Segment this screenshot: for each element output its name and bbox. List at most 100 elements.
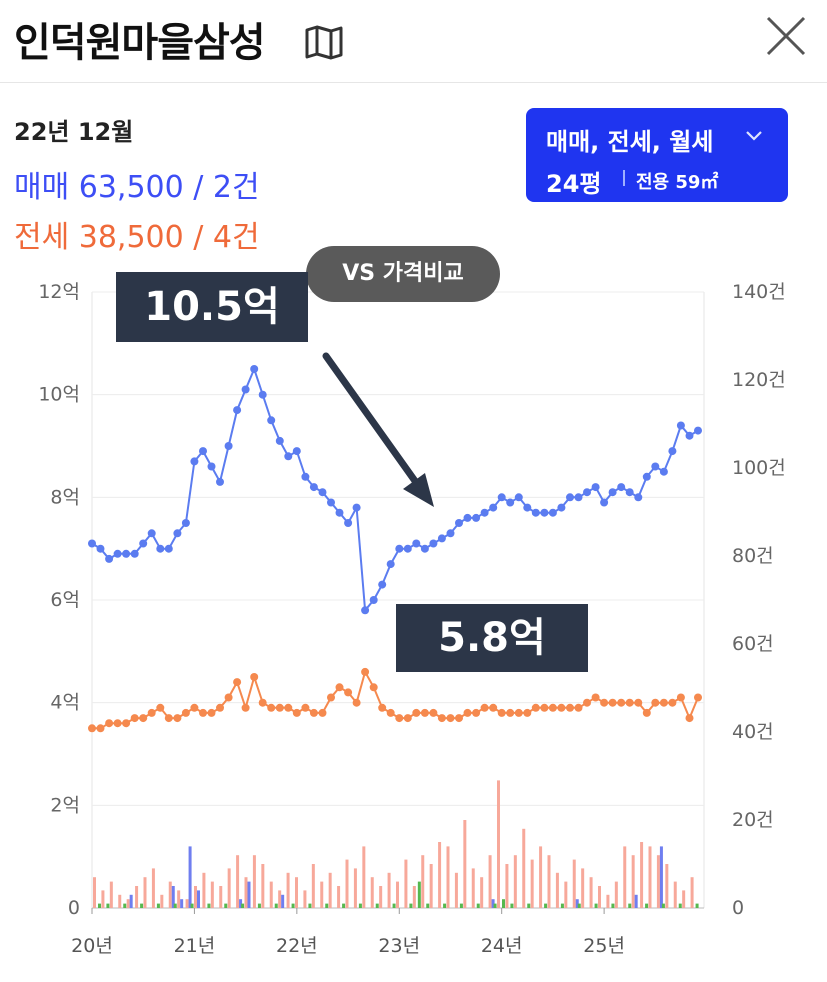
volume-bar-monthly: [502, 899, 505, 908]
data-point-jeonse: [642, 708, 651, 717]
volume-bar-jeonse: [631, 855, 635, 908]
volume-bar-monthly: [594, 903, 598, 908]
volume-bar-jeonse: [690, 877, 694, 908]
volume-bar-jeonse: [665, 864, 669, 908]
y-left-tick-label: 0: [68, 897, 80, 919]
data-point-sale: [694, 426, 702, 435]
data-point-jeonse: [318, 708, 327, 717]
data-point-jeonse: [352, 698, 361, 707]
data-point-sale: [583, 488, 591, 497]
data-point-jeonse: [514, 708, 523, 717]
data-point-sale: [241, 385, 250, 394]
volume-bar-jeonse: [555, 872, 559, 908]
data-point-jeonse: [429, 708, 438, 717]
data-point-sale: [506, 498, 515, 507]
data-point-jeonse: [122, 719, 131, 728]
data-point-sale: [361, 606, 370, 615]
close-icon[interactable]: [764, 14, 808, 58]
volume-bar-sale: [634, 894, 638, 908]
volume-bar-monthly: [678, 903, 682, 908]
volume-bar-jeonse: [497, 780, 500, 908]
data-point-jeonse: [113, 719, 122, 728]
data-point-sale: [412, 539, 421, 548]
volume-bar-monthly: [611, 903, 615, 908]
volume-bar-jeonse: [210, 881, 214, 908]
volume-bar-jeonse: [160, 894, 164, 908]
volume-bar-jeonse: [572, 859, 576, 908]
data-point-sale: [130, 549, 139, 558]
y-left-tick-label: 12억: [38, 281, 80, 303]
volume-bar-jeonse: [269, 881, 273, 908]
volume-bar-jeonse: [648, 846, 652, 908]
data-point-sale: [523, 503, 532, 512]
volume-bar-monthly: [409, 903, 413, 908]
volume-bar-monthly: [190, 903, 194, 908]
data-point-jeonse: [694, 693, 702, 702]
area-label: 전용 59㎡: [636, 172, 719, 193]
data-point-jeonse: [634, 698, 643, 707]
map-icon[interactable]: [304, 24, 344, 60]
data-point-sale: [446, 529, 455, 538]
data-point-jeonse: [668, 698, 677, 707]
data-point-jeonse: [181, 708, 190, 717]
volume-bar-monthly: [274, 903, 278, 908]
data-point-jeonse: [617, 698, 626, 707]
data-point-sale: [531, 508, 540, 517]
volume-bar-jeonse: [471, 868, 475, 908]
volume-bar-jeonse: [446, 846, 450, 908]
data-point-jeonse: [591, 693, 600, 702]
volume-bar-monthly: [426, 903, 430, 908]
volume-bar-jeonse: [236, 855, 240, 908]
volume-bar-jeonse: [454, 872, 458, 908]
data-point-sale: [216, 477, 224, 486]
data-point-jeonse: [190, 703, 199, 712]
data-point-sale: [497, 493, 506, 502]
volume-bar-monthly: [443, 903, 447, 908]
data-point-jeonse: [480, 703, 489, 712]
jeonse-summary: 전세 38,500 / 4건: [14, 220, 260, 255]
vs-compare-button[interactable]: VS 가격비교: [306, 246, 500, 302]
data-point-jeonse: [472, 708, 481, 717]
volume-bar-sale: [239, 899, 243, 908]
data-point-sale: [420, 544, 429, 553]
data-point-sale: [574, 493, 583, 502]
volume-bar-jeonse: [261, 864, 265, 908]
price-chart[interactable]: 0 2억 4억 6억 8억 10억 12억 0 20건 40건 60건 80건 100건 120건 140건…: [0, 260, 827, 982]
volume-bar-jeonse: [328, 872, 332, 908]
volume-bar-monthly: [628, 903, 632, 908]
data-point-sale: [224, 442, 233, 450]
y-left-tick-label: 4억: [50, 692, 80, 714]
data-point-jeonse: [241, 703, 250, 712]
data-point-jeonse: [105, 719, 114, 728]
volume-bar-jeonse: [614, 881, 618, 908]
data-point-sale: [395, 544, 404, 553]
volume-bar-sale: [247, 881, 251, 908]
volume-bar-jeonse: [370, 877, 374, 908]
filter-divider: [623, 170, 625, 186]
callout-low-price: 5.8억: [396, 604, 588, 672]
data-point-jeonse: [173, 714, 182, 723]
volume-bar-monthly: [527, 903, 531, 908]
volume-bar-jeonse: [345, 859, 349, 908]
volume-bar-sale: [491, 899, 495, 908]
volume-bar-jeonse: [362, 846, 366, 908]
volume-bar-jeonse: [151, 868, 155, 908]
data-point-jeonse: [361, 667, 370, 676]
volume-bar-monthly: [510, 903, 514, 908]
volume-bar-sale: [281, 894, 285, 908]
data-point-jeonse: [130, 714, 139, 723]
data-point-sale: [455, 519, 463, 527]
data-point-sale: [651, 462, 660, 471]
volume-bar-monthly: [544, 903, 548, 908]
data-point-jeonse: [403, 714, 412, 723]
volume-bar-monthly: [417, 881, 421, 908]
data-point-jeonse: [378, 703, 387, 712]
data-point-jeonse: [446, 714, 455, 723]
volume-bar-sale: [575, 899, 579, 908]
data-point-sale: [463, 513, 472, 522]
volume-bar-monthly: [123, 903, 127, 908]
data-point-sale: [344, 519, 353, 527]
volume-bar-jeonse: [311, 864, 315, 908]
volume-bar-jeonse: [109, 881, 113, 908]
filter-button[interactable]: 매매, 전세, 월세 24평 전용 59㎡: [526, 108, 788, 202]
